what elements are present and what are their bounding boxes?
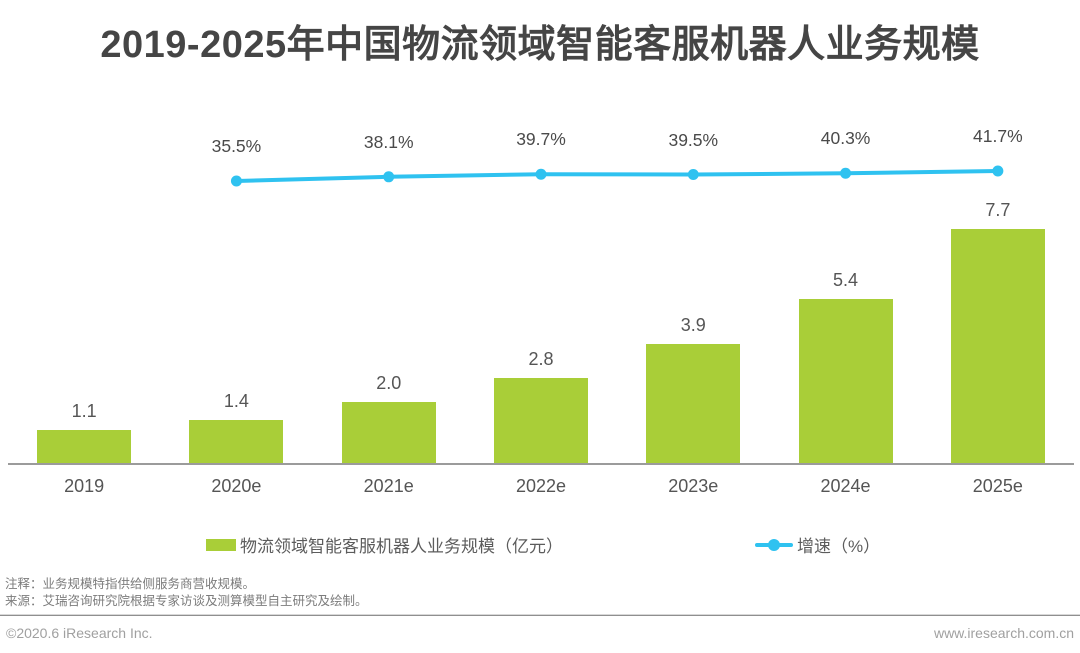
bar-column-2025e: 7.7 <box>922 200 1074 463</box>
bar-value-label: 5.4 <box>833 270 859 290</box>
note-annotation: 注释：业务规模特指供给侧服务商营收规模。 <box>5 577 256 591</box>
x-axis-label: 2025e <box>972 476 1023 496</box>
bar-column-2024e: 5.4 <box>769 270 921 463</box>
growth-line-chart <box>230 165 1004 187</box>
growth-line-point <box>383 171 395 183</box>
growth-line-point <box>230 175 242 187</box>
legend-item-line: 增速（%） <box>755 532 880 557</box>
line-legend-dot <box>768 538 780 551</box>
x-axis-label: 2023e <box>668 476 719 496</box>
legend: 物流领域智能客服机器人业务规模（亿元） 增速（%） <box>0 532 1080 556</box>
bar <box>798 299 893 463</box>
bar-column-2021e: 2.0 <box>313 373 465 463</box>
growth-line <box>234 169 1000 183</box>
footer-divider <box>0 614 1080 616</box>
growth-rate-label: 38.1% <box>363 131 414 152</box>
bar-value-label: 2.8 <box>528 349 554 369</box>
growth-rate-label: 40.3% <box>820 128 871 149</box>
bar-value-label: 1.4 <box>223 391 249 411</box>
copyright-text: ©2020.6 iResearch Inc. <box>6 625 153 641</box>
x-axis: 2019 2020e 2021e 2022e 2023e 2024e 2025e <box>8 465 1074 497</box>
bar <box>341 402 436 463</box>
bar-column-2019: 1.1 <box>8 401 160 463</box>
x-axis-label: 2020e <box>211 476 262 496</box>
x-axis-label: 2019 <box>64 476 105 496</box>
growth-line-point <box>840 167 852 179</box>
bar <box>646 344 741 463</box>
footnotes: 注释：业务规模特指供给侧服务商营收规模。 来源：艾瑞咨询研究院根据专家访谈及测算… <box>5 576 368 610</box>
growth-rate-label: 41.7% <box>973 126 1023 146</box>
bar-column-2020e: 1.4 <box>160 391 312 463</box>
bar-value-label: 7.7 <box>985 200 1011 220</box>
bar-value-label: 2.0 <box>376 373 402 393</box>
bar-legend-swatch-icon <box>206 538 236 551</box>
line-legend-label: 增速（%） <box>797 537 881 556</box>
growth-line-point <box>687 169 699 181</box>
growth-line-point <box>535 168 547 180</box>
bar-value-label: 3.9 <box>680 315 706 335</box>
note-source: 来源：艾瑞咨询研究院根据专家访谈及测算模型自主研究及绘制。 <box>5 594 368 608</box>
bar <box>950 229 1045 463</box>
bar-column-2022e: 2.8 <box>465 349 617 463</box>
bar <box>189 420 284 463</box>
legend-item-bar: 物流领域智能客服机器人业务规模（亿元） <box>206 532 563 557</box>
line-legend-icon <box>755 538 793 551</box>
bar <box>37 430 132 463</box>
growth-line-point <box>992 165 1004 177</box>
x-axis-label: 2024e <box>820 476 871 496</box>
bar-column-2023e: 3.9 <box>617 315 769 463</box>
bar-legend-label: 物流领域智能客服机器人业务规模（亿元） <box>240 537 563 556</box>
bar <box>493 378 588 463</box>
growth-rate-label: 39.5% <box>668 129 719 150</box>
growth-rate-label: 35.5% <box>211 136 262 156</box>
growth-rate-label: 39.7% <box>516 129 566 150</box>
x-axis-label: 2022e <box>515 476 567 496</box>
bar-value-label: 1.1 <box>71 401 97 421</box>
chart-area: 35.5% 38.1% 39.7% 39.5% 40.3% 41.7% 1.1 1.4 2.0… <box>8 108 1074 497</box>
website-url: www.iresearch.com.cn <box>933 625 1074 641</box>
chart-title: 2019-2025年中国物流领域智能客服机器人业务规模 <box>100 24 980 66</box>
x-axis-label: 2021e <box>363 476 414 496</box>
plot-area: 35.5% 38.1% 39.7% 39.5% 40.3% 41.7% 1.1 1.4 2.0… <box>8 108 1074 465</box>
